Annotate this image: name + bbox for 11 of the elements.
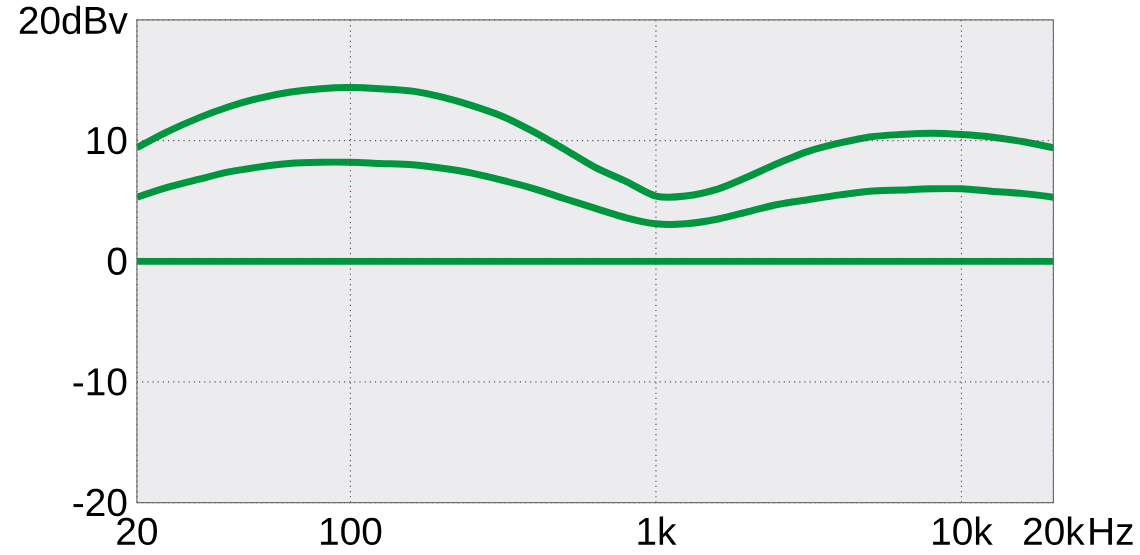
x-tick-label: 100 — [321, 517, 382, 545]
y-tick-label: 10 — [87, 126, 127, 155]
y-tick-label: -10 — [73, 368, 127, 396]
x-tick-label: 10k — [933, 516, 993, 545]
y-tick-label: 20dBv — [19, 5, 128, 35]
y-tick-label: 0 — [107, 247, 127, 275]
x-tick-label: 20k — [1024, 516, 1085, 545]
x-tick-label: 1k — [638, 516, 677, 545]
x-tick-label: 20 — [117, 517, 157, 545]
x-axis-title: Hz — [1090, 517, 1133, 545]
y-tick-label: -20 — [73, 488, 127, 517]
